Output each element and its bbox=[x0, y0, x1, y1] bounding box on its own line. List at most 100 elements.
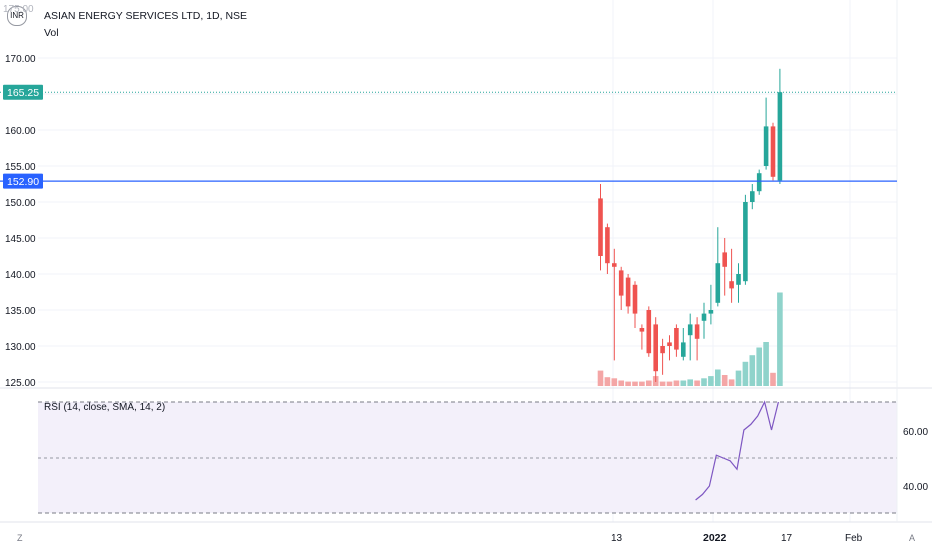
candle bbox=[736, 263, 741, 303]
candle bbox=[605, 223, 610, 274]
candle-body bbox=[667, 342, 672, 346]
price-scale[interactable]: 170.00165.00160.00155.00150.00145.00140.… bbox=[5, 54, 36, 389]
candle bbox=[750, 184, 755, 210]
candle-body bbox=[694, 324, 700, 339]
candle-body bbox=[756, 173, 762, 192]
candle-body bbox=[729, 281, 734, 289]
candle-body bbox=[632, 284, 638, 314]
price-label: 155.00 bbox=[5, 162, 36, 173]
candle bbox=[660, 338, 665, 375]
price-label: 145.00 bbox=[5, 234, 36, 245]
volume-bar bbox=[701, 378, 707, 386]
rsi-label-40: 40.00 bbox=[903, 482, 928, 493]
volume-bar bbox=[632, 381, 638, 386]
candle bbox=[687, 313, 693, 361]
volume-bar bbox=[597, 370, 604, 386]
candle bbox=[674, 324, 679, 357]
candle-body bbox=[701, 313, 707, 321]
volume-bar bbox=[749, 355, 756, 386]
candle bbox=[598, 184, 603, 271]
volume-bar bbox=[646, 380, 652, 386]
candles bbox=[598, 68, 783, 382]
time-label-feb: Feb bbox=[845, 533, 863, 544]
volume-bar bbox=[604, 377, 611, 386]
candle bbox=[708, 284, 714, 325]
time-label-17: 17 bbox=[781, 533, 793, 544]
volume-bar bbox=[687, 379, 693, 386]
candle-body bbox=[777, 92, 783, 181]
last-price-badge-text: 165.25 bbox=[7, 87, 39, 99]
candle bbox=[625, 274, 631, 314]
volume-bar bbox=[742, 361, 749, 386]
candle-body bbox=[598, 198, 603, 256]
rsi-line bbox=[695, 400, 779, 501]
candle bbox=[612, 248, 617, 361]
candle bbox=[763, 97, 769, 170]
price-label: 140.00 bbox=[5, 270, 36, 281]
candle bbox=[632, 281, 638, 328]
volume-bar bbox=[673, 380, 680, 386]
price-label: 150.00 bbox=[5, 198, 36, 209]
candle bbox=[653, 317, 658, 382]
time-label-2022: 2022 bbox=[703, 532, 727, 544]
volume-bar bbox=[639, 381, 645, 386]
candle-body bbox=[681, 342, 686, 357]
hline-price-badge-text: 152.90 bbox=[7, 176, 39, 188]
candle bbox=[646, 306, 652, 357]
volume-bar bbox=[625, 381, 631, 386]
candle-body bbox=[674, 328, 679, 350]
volume-bar bbox=[721, 375, 728, 386]
candle-body bbox=[612, 263, 617, 267]
candle bbox=[777, 68, 783, 184]
price-label: 135.00 bbox=[5, 306, 36, 317]
candle-body bbox=[715, 263, 721, 303]
candle bbox=[722, 238, 727, 296]
candle-body bbox=[660, 346, 665, 354]
candle bbox=[667, 335, 672, 361]
auto-scale-button[interactable]: A bbox=[909, 533, 916, 543]
rsi-title[interactable]: RSI (14, close, SMA, 14, 2) bbox=[44, 402, 165, 413]
price-label: 170.00 bbox=[5, 54, 36, 65]
price-label: 160.00 bbox=[5, 126, 36, 137]
currency-badge[interactable]: INR bbox=[7, 6, 27, 26]
volume-bar bbox=[756, 347, 762, 386]
last-price-badge: 165.25 bbox=[3, 84, 43, 100]
partial-top-label: 175.00 bbox=[3, 4, 34, 15]
volume-label[interactable]: Vol bbox=[44, 27, 59, 39]
candle-body bbox=[605, 227, 610, 264]
candle-body bbox=[770, 126, 776, 177]
candle-body bbox=[639, 328, 645, 332]
volume-bar bbox=[618, 380, 624, 386]
candle bbox=[729, 248, 734, 303]
volume-bar bbox=[611, 378, 618, 386]
price-label: 130.00 bbox=[5, 342, 36, 353]
volume-bar bbox=[666, 381, 673, 386]
volume-bar bbox=[735, 370, 742, 386]
hline-price-badge: 152.90 bbox=[3, 173, 43, 189]
volume-bar bbox=[680, 380, 687, 386]
volume-bar bbox=[708, 376, 714, 386]
candle-body bbox=[736, 274, 741, 285]
horizontal-grid bbox=[38, 57, 897, 383]
candle-body bbox=[743, 202, 748, 282]
chart-title[interactable]: ASIAN ENERGY SERVICES LTD, 1D, NSE bbox=[44, 10, 248, 22]
volume-bar bbox=[777, 292, 783, 386]
candle-body bbox=[618, 270, 624, 296]
volume-bars bbox=[597, 292, 783, 386]
time-label-13: 13 bbox=[611, 533, 623, 544]
candle bbox=[618, 266, 624, 310]
volume-bar bbox=[763, 342, 769, 386]
candle-body bbox=[687, 324, 693, 336]
candle bbox=[701, 302, 707, 339]
candle bbox=[694, 317, 700, 361]
candle-body bbox=[750, 191, 755, 202]
candle-body bbox=[646, 310, 652, 354]
zoom-reset-button[interactable]: Z bbox=[17, 533, 23, 543]
candle bbox=[743, 194, 748, 285]
candle-body bbox=[722, 252, 727, 267]
candle-body bbox=[763, 126, 769, 166]
volume-bar bbox=[728, 379, 735, 386]
candle bbox=[681, 328, 686, 361]
